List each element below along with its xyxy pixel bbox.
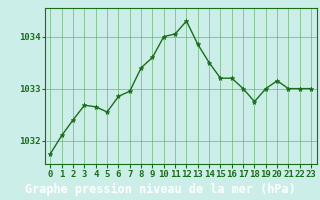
Text: Graphe pression niveau de la mer (hPa): Graphe pression niveau de la mer (hPa): [25, 183, 295, 196]
